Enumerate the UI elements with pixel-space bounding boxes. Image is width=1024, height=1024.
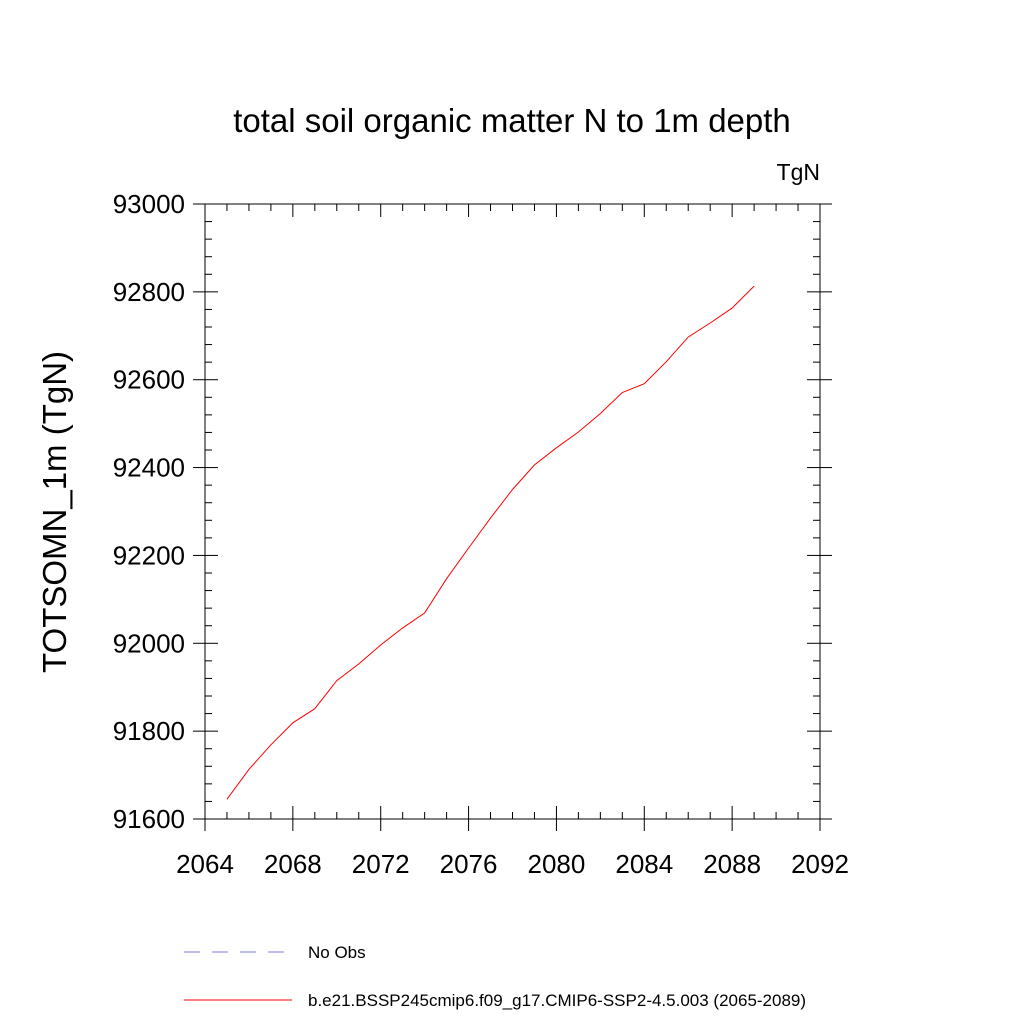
x-tick-label: 2068 bbox=[264, 849, 322, 879]
series-layer bbox=[226, 285, 755, 800]
x-tick-label: 2072 bbox=[352, 849, 410, 879]
legend: No Obs b.e21.BSSP245cmip6.f09_g17.CMIP6-S… bbox=[184, 943, 806, 1010]
y-tick-label: 91600 bbox=[113, 804, 185, 834]
y-tick-label: 92000 bbox=[113, 628, 185, 658]
x-tick-label: 2088 bbox=[703, 849, 761, 879]
y-tick-label: 93000 bbox=[113, 189, 185, 219]
y-tick-labels: 91600 91800 92000 92200 92400 92600 92800 93000 bbox=[113, 189, 185, 834]
units-label: TgN bbox=[777, 159, 820, 185]
chart-title: total soil organic matter N to 1m depth bbox=[233, 102, 791, 139]
y-tick-label: 92200 bbox=[113, 540, 185, 570]
x-tick-label: 2084 bbox=[615, 849, 673, 879]
legend-label: b.e21.BSSP245cmip6.f09_g17.CMIP6-SSP2-4.… bbox=[308, 991, 806, 1010]
axis-ticks bbox=[193, 203, 832, 831]
x-tick-label: 2064 bbox=[176, 849, 234, 879]
plot-frame bbox=[204, 203, 821, 820]
y-tick-label: 91800 bbox=[113, 716, 185, 746]
x-tick-labels: 2064 2068 2072 2076 2080 2084 2088 2092 bbox=[176, 849, 849, 879]
y-axis-label: TOTSOMN_1m (TgN) bbox=[36, 351, 73, 673]
series-line bbox=[226, 285, 755, 800]
legend-label: No Obs bbox=[308, 943, 366, 962]
x-tick-label: 2080 bbox=[528, 849, 586, 879]
y-tick-label: 92600 bbox=[113, 365, 185, 395]
x-tick-label: 2092 bbox=[791, 849, 849, 879]
y-tick-label: 92400 bbox=[113, 453, 185, 483]
x-tick-label: 2076 bbox=[440, 849, 498, 879]
y-tick-label: 92800 bbox=[113, 277, 185, 307]
